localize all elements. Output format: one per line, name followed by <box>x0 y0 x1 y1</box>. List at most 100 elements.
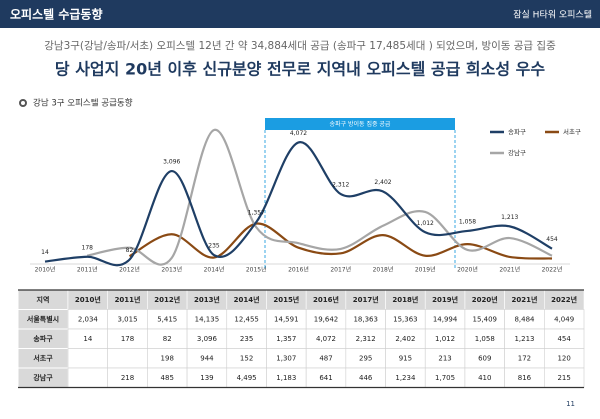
table: 지역 2010년 2011년 2012년 2013년 2014년 2015년 2016년 201… <box>17 289 585 389</box>
table-value: 15,409 <box>473 315 498 323</box>
table-value: 1,705 <box>435 374 455 382</box>
table-value: 18,363 <box>353 315 378 323</box>
table-value: 816 <box>518 374 532 382</box>
column-header: 2014년 <box>234 295 260 304</box>
chart: 2010년 2011년 2012년 2013년 2014년 2015년 2016년 2017년… <box>30 118 581 274</box>
section-title: 강남 3구 오피스텔 공급동향 <box>33 98 133 109</box>
annotation-box <box>265 118 455 130</box>
headline: 당 사업지 20년 이후 신규분양 전무로 지역내 오피스텔 공급 희소성 우수 <box>55 60 545 79</box>
column-header: 2021년 <box>511 295 537 304</box>
table-value: 446 <box>359 374 373 382</box>
data-label: 2,312 <box>332 182 349 189</box>
column-header: 2010년 <box>75 295 101 304</box>
table-value: 1,058 <box>475 335 495 343</box>
data-label: 1,357 <box>248 210 265 217</box>
table-value: 1,234 <box>395 374 416 382</box>
table-value: 2,312 <box>356 335 376 343</box>
table-value: 609 <box>478 354 491 362</box>
legend-label: 송파구 <box>508 127 526 136</box>
data-label: 3,096 <box>163 159 180 166</box>
table-value: 3,015 <box>118 315 138 323</box>
table-value: 120 <box>557 354 570 362</box>
table-value: 485 <box>161 374 174 382</box>
table-value: 215 <box>557 374 570 382</box>
column-header: 2016년 <box>313 295 339 304</box>
table-value: 1,012 <box>435 335 455 343</box>
table-value: 2,402 <box>395 335 415 343</box>
legend-label: 강남구 <box>508 148 526 157</box>
subtitle: 강남3구(강남/송파/서초) 오피스텔 12년 간 약 34,884세대 공급 … <box>44 40 556 52</box>
table-value: 218 <box>121 374 134 382</box>
x-tick-label: 2019년 <box>415 266 436 274</box>
table-value: 1,307 <box>276 354 296 362</box>
row-header: 서초구 <box>33 353 53 362</box>
data-label: 82 <box>126 247 134 254</box>
bullet <box>19 99 27 107</box>
x-tick-label: 2020년 <box>457 266 478 274</box>
table-value: 1,357 <box>276 335 296 343</box>
x-tick-label: 2014년 <box>204 266 225 274</box>
x-tick-label: 2018년 <box>373 266 394 274</box>
table-value: 198 <box>161 354 174 362</box>
table-value: 8,484 <box>514 315 535 323</box>
table-value: 3,096 <box>197 335 218 343</box>
data-label: 235 <box>208 243 220 250</box>
x-tick-label: 2013년 <box>161 266 182 274</box>
table-cell <box>107 348 148 369</box>
table-value: 12,455 <box>234 315 259 323</box>
legend-label: 서초구 <box>563 127 581 136</box>
column-header: 2013년 <box>194 295 220 304</box>
annotation-text: 송파구 방이동 집중 공급 <box>330 120 391 128</box>
series-line <box>128 222 553 260</box>
table-value: 14 <box>83 335 92 343</box>
data-label: 1,058 <box>459 218 476 225</box>
column-header: 2012년 <box>154 295 180 304</box>
header-title: 오피스텔 수급동향 <box>10 7 103 22</box>
data-label: 454 <box>546 236 558 243</box>
table-value: 19,642 <box>314 315 339 323</box>
x-tick-label: 2012년 <box>119 266 140 274</box>
series-line <box>44 141 553 267</box>
table-value: 4,495 <box>237 374 257 382</box>
column-header: 2018년 <box>392 295 418 304</box>
table-value: 14,135 <box>195 315 220 323</box>
series-line <box>87 128 553 266</box>
table-cell <box>67 367 108 388</box>
table-value: 1,213 <box>514 335 534 343</box>
row-header: 송파구 <box>33 334 53 343</box>
table-value: 14,994 <box>433 315 458 323</box>
header-right: 잠실 H타워 오피스텔 <box>513 9 592 21</box>
table-cell <box>67 348 108 369</box>
table-value: 487 <box>319 354 332 362</box>
x-tick-label: 2010년 <box>35 266 56 274</box>
table-value: 641 <box>319 374 332 382</box>
x-tick-label: 2016년 <box>288 266 309 274</box>
row-header: 서울특별시 <box>27 314 59 323</box>
data-label: 178 <box>82 244 94 251</box>
table-value: 4,072 <box>316 335 336 343</box>
header-bar <box>0 0 600 28</box>
table-value: 172 <box>518 354 531 362</box>
table-value: 139 <box>200 374 213 382</box>
data-label: 2,402 <box>374 179 391 186</box>
table-value: 213 <box>438 354 451 362</box>
table-value: 1,183 <box>276 374 296 382</box>
table-value: 915 <box>399 354 412 362</box>
page-number: 11 <box>566 400 575 408</box>
x-tick-label: 2021년 <box>499 266 520 274</box>
column-header: 2022년 <box>551 295 577 304</box>
table-value: 235 <box>240 335 253 343</box>
x-tick-label: 2017년 <box>330 266 351 274</box>
column-header: 2020년 <box>472 295 498 304</box>
table-value: 4,049 <box>554 315 574 323</box>
table-value: 15,363 <box>393 315 418 323</box>
table-value: 454 <box>557 335 571 343</box>
column-header: 2015년 <box>273 295 299 304</box>
data-label: 1,213 <box>501 214 518 221</box>
row-header: 지역 <box>37 295 50 304</box>
table-value: 5,415 <box>157 315 177 323</box>
table-value: 410 <box>478 374 491 382</box>
table-value: 2,034 <box>78 315 99 323</box>
column-header: 2017년 <box>353 295 379 304</box>
